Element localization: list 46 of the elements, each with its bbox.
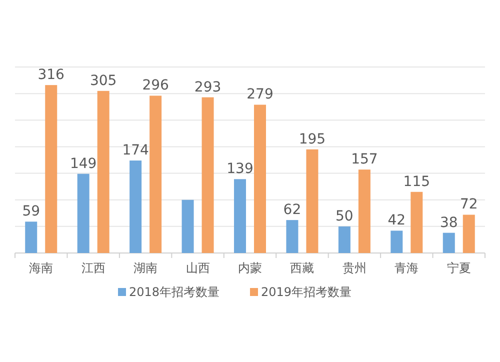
legend-label: 2019年招考数量 xyxy=(261,285,352,299)
data-label: 305 xyxy=(90,72,117,89)
x-tick-label: 青海 xyxy=(394,261,419,275)
bar xyxy=(234,179,246,253)
x-tick-label: 海南 xyxy=(29,261,54,275)
data-label: 38 xyxy=(440,214,458,231)
x-tick-label: 宁夏 xyxy=(446,261,471,275)
data-label: 59 xyxy=(22,204,40,220)
bar xyxy=(286,220,298,253)
bar xyxy=(358,170,370,253)
x-tick-label: 山西 xyxy=(186,261,210,275)
bar xyxy=(150,96,162,253)
data-label: 195 xyxy=(298,131,326,148)
bar xyxy=(202,97,214,253)
x-tick-label: 湖南 xyxy=(134,261,158,275)
data-label: 316 xyxy=(38,67,65,84)
x-tick-label: 贵州 xyxy=(342,261,366,275)
data-label: 149 xyxy=(70,156,97,172)
bar xyxy=(182,200,194,253)
data-label: 157 xyxy=(351,152,378,168)
data-label: 279 xyxy=(246,86,274,103)
bar xyxy=(130,160,142,253)
data-label: 42 xyxy=(388,212,406,229)
data-label: 72 xyxy=(460,196,478,213)
data-label: 174 xyxy=(122,142,150,159)
bar xyxy=(462,214,475,253)
bar xyxy=(77,174,90,253)
bar xyxy=(306,149,318,253)
data-label: 296 xyxy=(142,78,170,94)
data-label: 115 xyxy=(403,174,430,190)
data-label: 50 xyxy=(336,208,354,224)
legend-label: 2018年招考数量 xyxy=(129,285,220,299)
bar xyxy=(97,90,110,253)
bar xyxy=(410,192,423,253)
data-label: 293 xyxy=(194,79,222,96)
bar xyxy=(25,222,38,253)
bar xyxy=(390,230,403,253)
bar xyxy=(338,226,350,253)
bar xyxy=(442,232,455,253)
x-tick-label: 内蒙 xyxy=(238,261,262,275)
bar xyxy=(254,104,266,253)
data-label: 139 xyxy=(226,161,254,178)
data-label: 62 xyxy=(283,202,302,218)
bar xyxy=(45,85,58,253)
x-tick-label: 西藏 xyxy=(290,261,314,275)
x-tick-label: 江西 xyxy=(81,261,106,275)
